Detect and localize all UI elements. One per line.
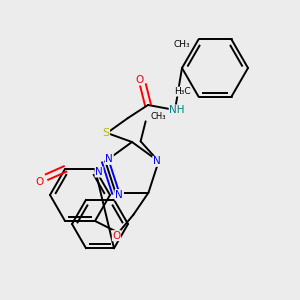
- Text: O: O: [35, 177, 43, 187]
- Text: N: N: [115, 190, 123, 200]
- Text: CH₃: CH₃: [151, 112, 166, 121]
- Text: N: N: [95, 167, 103, 177]
- Text: S: S: [102, 128, 110, 138]
- Text: O: O: [112, 231, 121, 241]
- Text: N: N: [116, 190, 123, 200]
- Text: N: N: [106, 154, 113, 164]
- Text: O: O: [135, 75, 143, 85]
- Text: CH₃: CH₃: [174, 40, 190, 49]
- Text: N: N: [153, 156, 160, 166]
- Text: H₃C: H₃C: [174, 87, 190, 96]
- Text: NH: NH: [169, 105, 185, 115]
